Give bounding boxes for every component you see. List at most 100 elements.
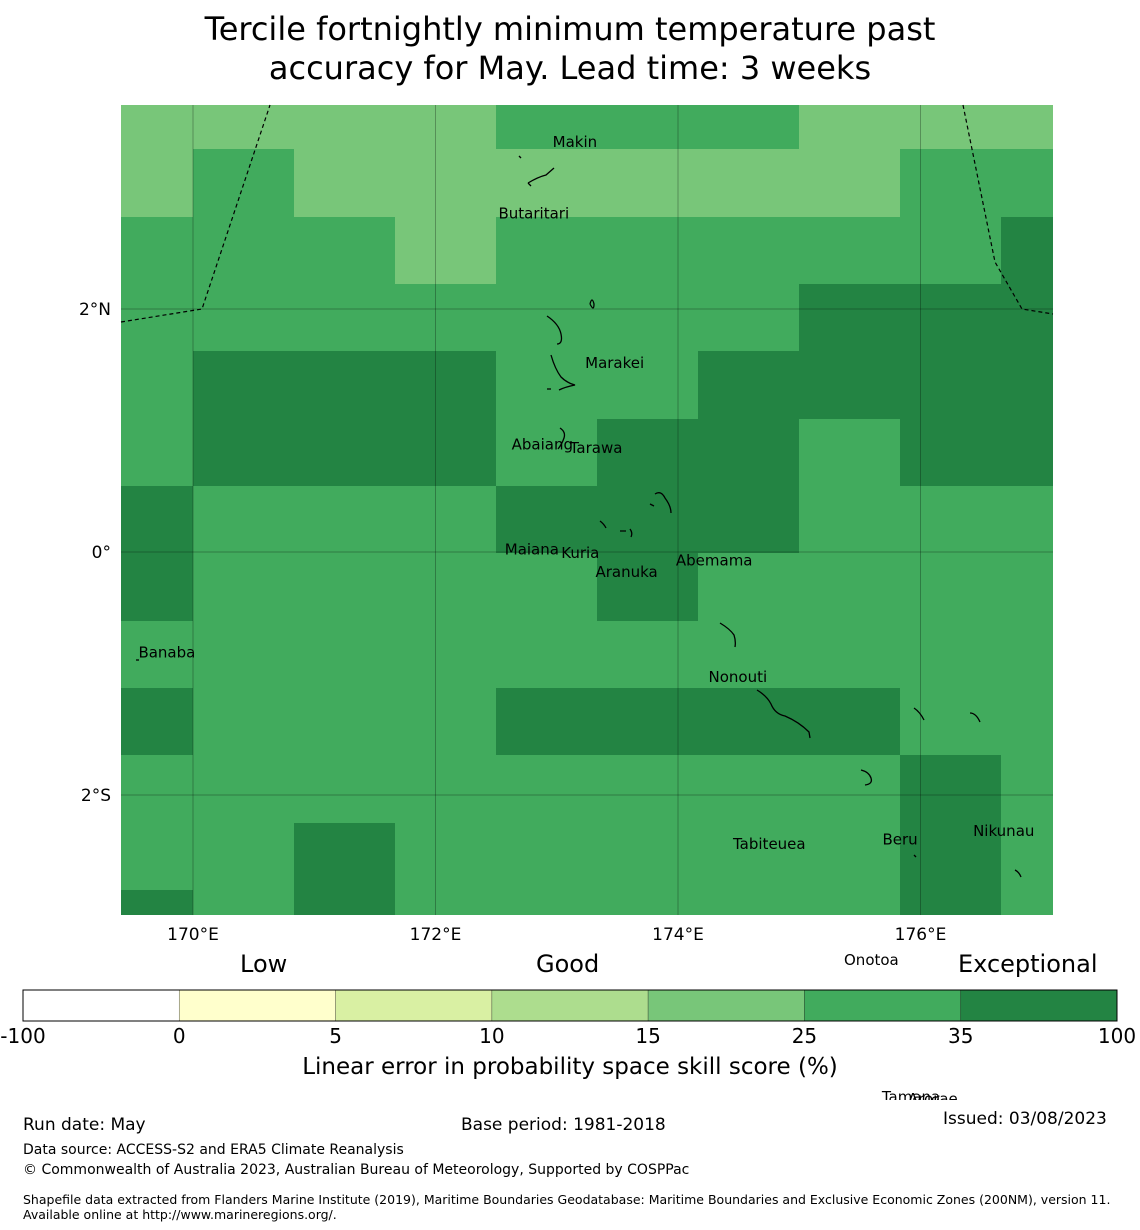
grid-cell: [597, 890, 698, 915]
grid-cell: [799, 823, 900, 890]
grid-cell: [597, 755, 698, 823]
base-period: Base period: 1981-2018: [461, 1115, 666, 1135]
grid-cell: [294, 621, 395, 688]
colorbar-tick-label: 35: [948, 1024, 973, 1048]
grid-cell: [193, 419, 294, 486]
graticule: [121, 105, 1053, 915]
eez-boundaries: [120, 104, 1054, 323]
grid-cell: [1001, 621, 1053, 688]
grid-cell: [496, 755, 597, 823]
grid-cell: [121, 419, 193, 486]
grid-cell: [698, 351, 799, 419]
colorbar-tick-label: 100: [1098, 1024, 1136, 1048]
place-label-arorae: Arorae: [908, 1090, 958, 1100]
grid-cell: [496, 351, 597, 419]
island-beru-outline: [913, 707, 925, 721]
eez-boundary-west: [120, 104, 271, 323]
grid-cell: [1001, 553, 1053, 621]
grid-cell: [193, 553, 294, 621]
grid-cell: [121, 217, 193, 284]
grid-cell: [121, 823, 193, 890]
grid-cell: [193, 621, 294, 688]
colorbar: -100 0 5 10 15 25 35 100: [0, 989, 1136, 1048]
island-nikunau-outline: [969, 712, 981, 723]
colorbar-category-low: Low: [240, 950, 288, 978]
grid-cell: [121, 688, 193, 755]
grid-cell: [1001, 149, 1053, 217]
island-makin-outline: [518, 155, 522, 159]
grid-cell: [121, 149, 193, 217]
grid-cell: [496, 217, 597, 284]
island-outlines: [136, 155, 1022, 878]
colorbar-category-exceptional: Exceptional: [958, 950, 1098, 978]
grid-cell: [395, 823, 496, 890]
grid-cell: [121, 621, 193, 688]
grid-cell: [597, 553, 698, 621]
grid-cell: [799, 149, 900, 217]
grid-cell: [1001, 755, 1053, 823]
grid-cell: [799, 351, 900, 419]
grid-cell: [597, 419, 698, 486]
grid-cell: [193, 217, 294, 284]
colorbar-tick-label: 15: [635, 1024, 660, 1048]
grid-cell: [496, 149, 597, 217]
title-line-2: accuracy for May. Lead time: 3 weeks: [268, 49, 872, 87]
lon-tick-label: 170°E: [167, 925, 219, 945]
grid-cell: [799, 755, 900, 823]
grid-cell: [294, 553, 395, 621]
grid-cell: [799, 890, 900, 915]
island-onotoa-outline: [860, 769, 873, 786]
colorbar-swatch: [22, 989, 180, 1022]
grid-cell: [900, 553, 1001, 621]
map-title: Tercile fortnightly minimum temperature …: [0, 10, 1140, 88]
grid-cell: [294, 351, 395, 419]
grid-cell: [395, 149, 496, 217]
island-aranuka-outline: [620, 528, 633, 538]
grid-cell: [121, 351, 193, 419]
colorbar-tick-label: 5: [329, 1024, 342, 1048]
lat-tick-label: 2°S: [81, 786, 111, 806]
grid-cell: [698, 755, 799, 823]
place-label-butaritari: Butaritari: [499, 204, 570, 222]
grid-cell: [1001, 890, 1053, 915]
grid-cell: [294, 105, 395, 149]
copyright: © Commonwealth of Australia 2023, Austra…: [23, 1162, 690, 1178]
place-label-banaba: Banaba: [138, 644, 195, 662]
grid-cell: [496, 105, 597, 149]
grid-cell: [799, 217, 900, 284]
grid-cell: [698, 823, 799, 890]
lon-tick-label: 174°E: [652, 925, 704, 945]
grid-cell: [496, 553, 597, 621]
grid-cell: [121, 284, 193, 351]
grid-cell: [597, 351, 698, 419]
grid-cell: [395, 105, 496, 149]
grid-cell: [597, 486, 698, 553]
grid-cell: [395, 351, 496, 419]
colorbar-category-good: Good: [536, 950, 600, 978]
place-label-maiana: Maiana: [505, 541, 559, 559]
grid-cell: [294, 486, 395, 553]
run-date: Run date: May: [23, 1115, 146, 1135]
grid-cell: [799, 621, 900, 688]
colorbar-frame: [22, 989, 1118, 1022]
colorbar-swatch: [804, 989, 962, 1022]
place-label-makin: Makin: [553, 133, 598, 151]
grid-cell: [597, 688, 698, 755]
grid-cell: [496, 621, 597, 688]
data-source: Data source: ACCESS-S2 and ERA5 Climate …: [23, 1142, 404, 1158]
grid-cell: [193, 688, 294, 755]
grid-cell: [395, 217, 496, 284]
colorbar-tick-label: 0: [173, 1024, 186, 1048]
grid-cell: [799, 553, 900, 621]
island-butaritari-outline: [527, 167, 555, 187]
place-label-marakei: Marakei: [585, 354, 644, 372]
grid-cell: [193, 105, 294, 149]
grid-cell: [799, 688, 900, 755]
grid-cell: [900, 105, 1001, 149]
grid-cell: [799, 105, 900, 149]
grid-cell: [496, 823, 597, 890]
grid-cell: [1001, 823, 1053, 890]
place-label-beru: Beru: [883, 831, 918, 849]
